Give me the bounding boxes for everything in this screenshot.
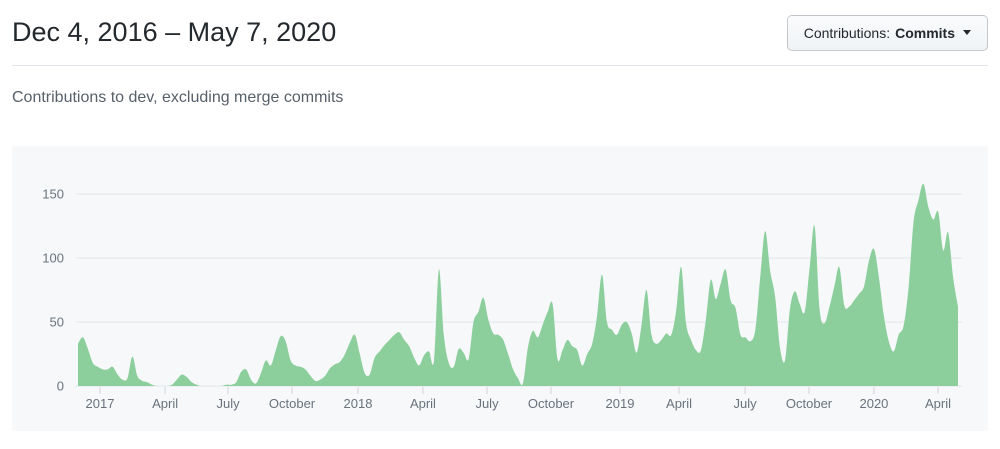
commit-activity-chart: 0 50 100 150 2017 April July October 2018 April J… [42,183,962,411]
page-header: Dec 4, 2016 – May 7, 2020 Contributions:… [12,0,988,66]
y-tick-label-50: 50 [50,315,64,330]
y-tick-label-100: 100 [42,251,64,266]
commit-activity-page: Dec 4, 2016 – May 7, 2020 Contributions:… [12,0,988,431]
chart-subtitle: Contributions to dev, excluding merge co… [12,89,344,106]
filter-prefix-label: Contributions: [803,24,891,41]
x-tick-label: April [925,396,951,411]
x-axis: 2017 April July October 2018 April July October… [86,387,951,411]
x-tick-label: 2020 [859,396,888,411]
page-title: Dec 4, 2016 – May 7, 2020 [12,17,337,47]
x-tick-label: October [786,396,833,411]
x-tick-label: October [528,396,575,411]
contributions-filter-button[interactable]: Contributions: Commits [786,14,988,51]
y-tick-label-0: 0 [57,379,64,394]
x-tick-label: April [666,396,692,411]
x-tick-label: April [410,396,436,411]
x-tick-label: 2019 [606,396,635,411]
x-tick-label: July [475,396,499,411]
y-axis-labels: 0 50 100 150 [42,187,64,394]
x-tick-label: July [733,396,757,411]
commit-activity-chart-card: 0 50 100 150 2017 April July October 2018 April J… [12,146,988,431]
filter-selected-value: Commits [895,24,955,41]
x-tick-label: 2017 [86,396,115,411]
y-tick-label-150: 150 [42,187,64,202]
x-tick-label: April [152,396,178,411]
x-tick-label: October [269,396,316,411]
caret-down-icon [963,30,971,35]
x-tick-label: 2018 [344,396,373,411]
x-tick-label: July [216,396,240,411]
commits-area-path [78,183,958,386]
